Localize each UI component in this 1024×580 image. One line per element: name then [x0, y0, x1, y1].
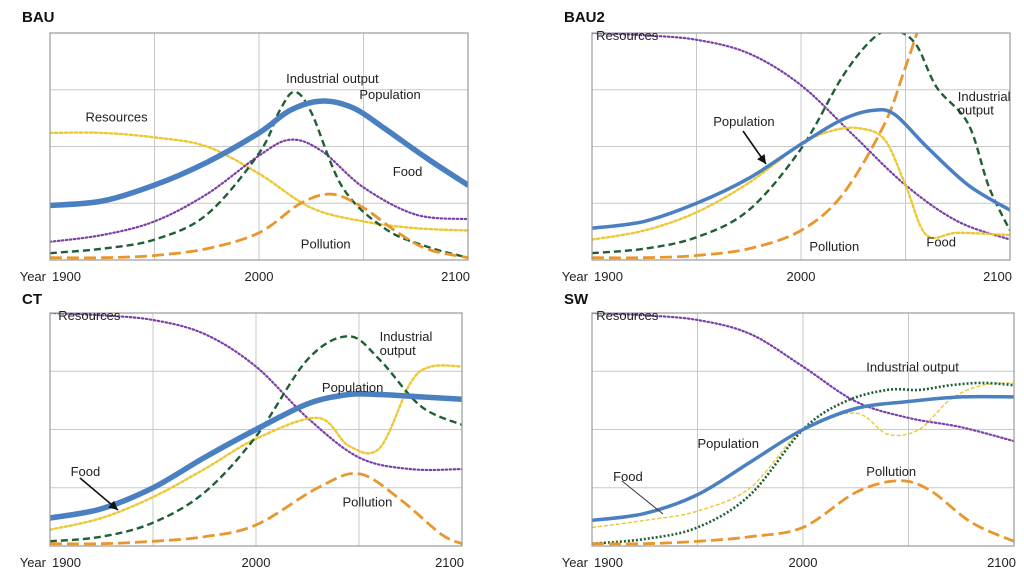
food-pointer-line	[621, 480, 664, 515]
food-arrow-icon	[79, 477, 119, 511]
chart-title: BAU	[22, 9, 55, 26]
annotation-pollution: Pollution	[866, 464, 916, 479]
x-tick-label: 2000	[789, 555, 818, 570]
annotation-resources: Resources	[58, 308, 121, 323]
series-line-industrial-output	[592, 33, 1010, 255]
series-group	[50, 313, 462, 546]
x-tick-label: 2100	[435, 555, 464, 570]
annotation-resources: Resources	[86, 110, 149, 125]
annotation-output: output	[380, 343, 417, 358]
annotation-population: Population	[713, 114, 774, 129]
series-line-food	[592, 126, 1010, 241]
annotation-resources: Resources	[596, 308, 659, 323]
annotation-output: output	[958, 103, 995, 118]
annotation-industrial: Industrial	[958, 89, 1011, 104]
gridlines	[50, 33, 468, 260]
annotation-population: Population	[359, 87, 420, 102]
series-line-resources	[50, 131, 468, 232]
x-tick-label: 2100	[987, 555, 1016, 570]
annotation-pollution: Pollution	[809, 239, 859, 254]
chart-title: BAU2	[564, 9, 605, 26]
annotation-industrial-output: Industrial output	[286, 71, 379, 86]
series-line-food	[592, 382, 1014, 529]
annotation-population: Population	[322, 380, 383, 395]
x-tick-label: 1900	[594, 269, 623, 284]
annotation-food: Food	[393, 164, 423, 179]
series-line-population	[50, 98, 468, 209]
x-tick-label: 2000	[245, 269, 274, 284]
series-line-resources	[592, 313, 1014, 443]
x-axis-label: Year	[20, 269, 47, 284]
annotation-pollution: Pollution	[343, 494, 393, 509]
plot-frame	[591, 312, 1015, 547]
x-tick-label: 1900	[594, 555, 623, 570]
annotation-population: Population	[698, 436, 759, 451]
chart-title: SW	[564, 291, 589, 308]
series-group	[592, 33, 1010, 260]
series-group	[592, 313, 1014, 546]
series-line-population	[592, 107, 1010, 230]
series-line-resources	[50, 313, 462, 472]
chart-title: CT	[22, 291, 42, 308]
x-tick-label: 2100	[441, 269, 470, 284]
x-tick-label: 1900	[52, 269, 81, 284]
x-tick-label: 2000	[242, 555, 271, 570]
panel-sw: SW Year 1900 2000 2100 Resources Industrial ou…	[562, 291, 1016, 570]
series-line-industrial-output	[50, 335, 462, 543]
population-arrow-icon	[742, 130, 767, 165]
gridlines	[592, 33, 1010, 260]
series-line-pollution	[50, 472, 462, 546]
annotation-industrial: Industrial	[380, 329, 433, 344]
series-group	[50, 90, 468, 260]
annotation-food: Food	[926, 234, 956, 249]
annotation-food: Food	[613, 469, 643, 484]
annotation-industrial-output: Industrial output	[866, 359, 959, 374]
plot-frame	[49, 32, 469, 261]
plot-frame	[591, 32, 1011, 261]
series-line-population	[50, 391, 462, 521]
panel-bau: BAU Year 1900 2000 2100 Industrial outputPopu…	[20, 9, 470, 284]
x-axis-label: Year	[562, 269, 589, 284]
x-axis-label: Year	[562, 555, 589, 570]
series-line-pollution	[592, 33, 919, 260]
x-tick-label: 2100	[983, 269, 1012, 284]
annotation-food: Food	[71, 464, 101, 479]
series-line-industrial-output	[592, 381, 1014, 545]
series-line-food	[50, 364, 462, 531]
series-line-industrial-output	[50, 90, 468, 259]
panel-bau2: BAU2 Year 1900 2000 2100 Resources Industrialo…	[562, 9, 1012, 284]
series-line-pollution	[592, 479, 1014, 546]
x-tick-label: 2000	[787, 269, 816, 284]
x-axis-label: Year	[20, 555, 47, 570]
series-line-pollution	[50, 192, 468, 260]
panel-ct: CT Year 1900 2000 2100 Resources Industrialout…	[20, 291, 464, 570]
series-line-food	[50, 138, 468, 243]
x-tick-label: 1900	[52, 555, 81, 570]
series-line-resources	[592, 33, 1010, 241]
series-line-population	[592, 394, 1014, 523]
annotation-resources: Resources	[596, 28, 659, 43]
annotation-pollution: Pollution	[301, 237, 351, 252]
gridlines	[592, 313, 1014, 546]
plot-frame	[49, 312, 463, 547]
